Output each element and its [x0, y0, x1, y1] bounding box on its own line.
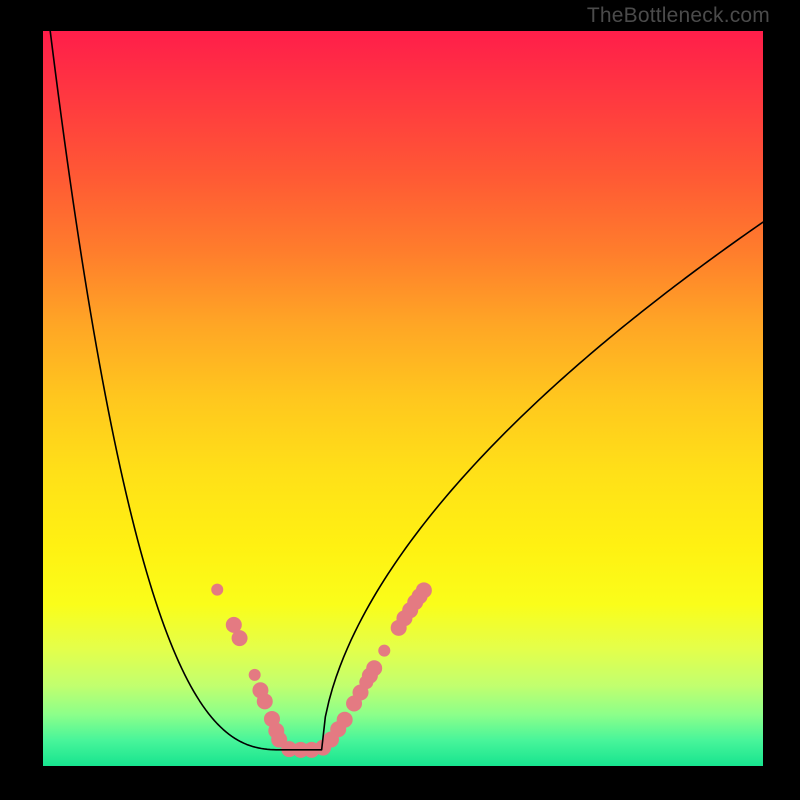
plot-area: [43, 31, 763, 766]
curve-marker: [211, 584, 223, 596]
stage: TheBottleneck.com: [0, 0, 800, 800]
curve-marker: [249, 669, 261, 681]
plot-svg: [43, 31, 763, 766]
curve-marker: [416, 582, 432, 598]
curve-marker: [257, 693, 273, 709]
curve-marker: [366, 660, 382, 676]
watermark-text: TheBottleneck.com: [587, 4, 770, 28]
curve-marker: [378, 645, 390, 657]
gradient-background: [43, 31, 763, 766]
curve-marker: [232, 630, 248, 646]
curve-marker: [337, 712, 353, 728]
